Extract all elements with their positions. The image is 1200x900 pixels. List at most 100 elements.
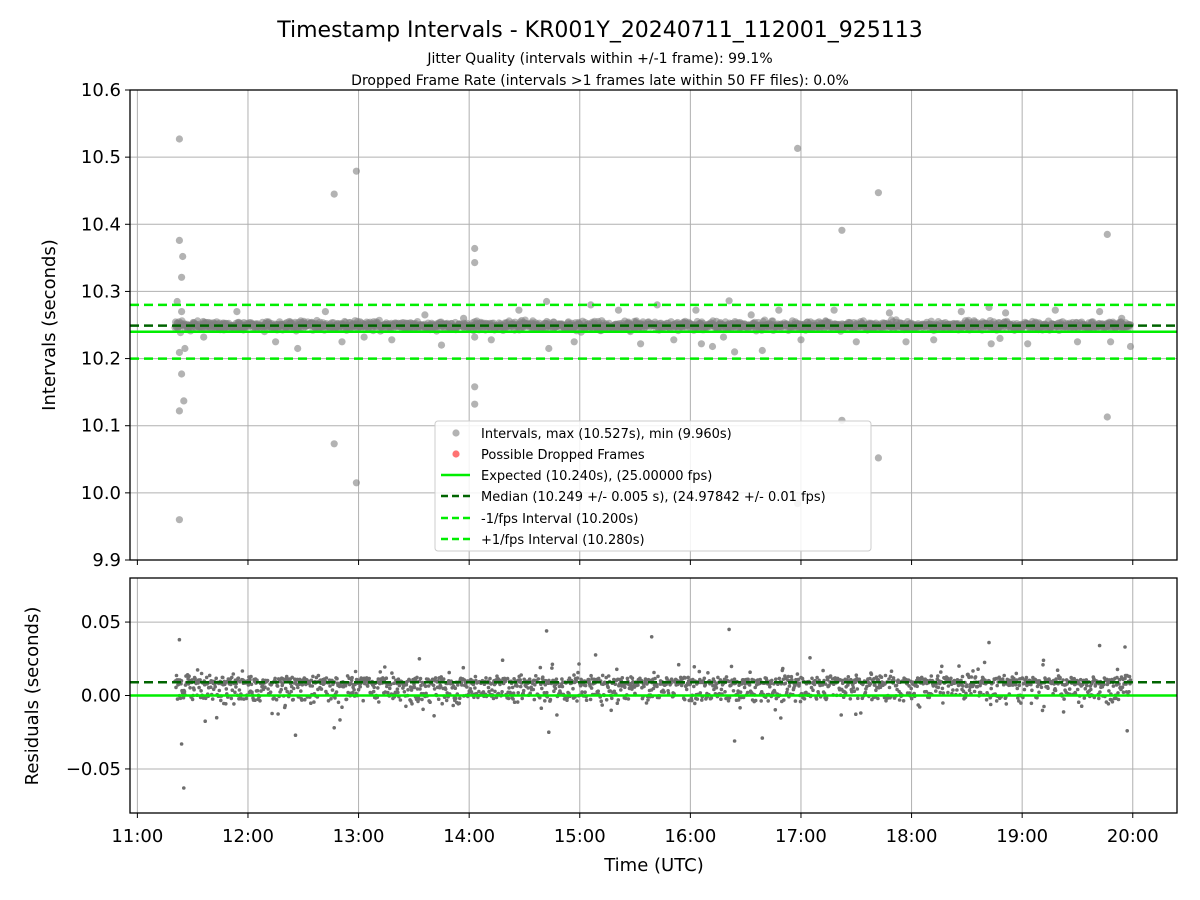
residual-point xyxy=(554,677,559,681)
residual-point xyxy=(652,670,656,675)
residual-point xyxy=(1116,691,1120,695)
residual-point xyxy=(319,687,324,691)
residual-point xyxy=(955,688,959,692)
intervals-plot-frame xyxy=(129,89,1178,561)
interval-outlier-point xyxy=(321,308,329,316)
residual-point xyxy=(625,676,630,681)
residual-point xyxy=(231,672,236,676)
residual-point xyxy=(240,669,245,673)
residual-point xyxy=(599,699,603,703)
residual-point xyxy=(484,676,488,680)
residual-point xyxy=(526,686,530,690)
residual-point xyxy=(266,687,270,691)
residual-point xyxy=(310,684,315,688)
residual-point xyxy=(1121,690,1126,695)
residual-point xyxy=(854,712,858,716)
residual-point xyxy=(719,697,723,701)
residual-point xyxy=(178,696,183,701)
residual-point xyxy=(461,665,466,670)
interval-outlier-point xyxy=(1073,338,1082,346)
residual-point xyxy=(839,713,843,717)
residuals-y-ticks: −0.05 0.00 0.05 xyxy=(66,612,130,780)
residual-point xyxy=(560,677,564,681)
residual-outlier-point xyxy=(332,726,337,730)
residual-point xyxy=(709,696,714,700)
interval-outlier-point xyxy=(471,383,479,391)
residual-point xyxy=(623,685,627,690)
residual-point xyxy=(706,671,710,675)
residual-point xyxy=(941,701,945,705)
residual-point xyxy=(924,689,929,694)
residual-point xyxy=(457,701,462,705)
residual-outlier-point xyxy=(649,635,654,639)
interval-outlier-point xyxy=(670,336,678,344)
residual-point xyxy=(965,683,969,687)
interval-outlier-point xyxy=(338,338,346,346)
residual-point xyxy=(915,684,919,689)
residual-point xyxy=(1058,675,1062,680)
residual-outlier-point xyxy=(177,637,182,642)
residual-point xyxy=(326,699,331,703)
residual-point xyxy=(197,685,201,690)
residual-point xyxy=(250,690,254,694)
residual-point xyxy=(1075,687,1080,692)
residual-point xyxy=(309,701,313,705)
x-tick-label: 18:00 xyxy=(886,826,938,847)
residual-point xyxy=(330,688,335,692)
residual-point xyxy=(828,674,833,678)
residual-point xyxy=(311,674,315,679)
residual-point xyxy=(1123,676,1127,681)
residual-point xyxy=(246,683,251,687)
residual-point xyxy=(284,674,289,679)
residual-point xyxy=(338,718,342,722)
residual-point xyxy=(469,690,474,694)
residual-point xyxy=(268,690,273,694)
residual-point xyxy=(604,698,609,702)
legend-label-plus-fps: +1/fps Interval (10.280s) xyxy=(481,533,645,548)
residual-point xyxy=(697,669,702,674)
residual-point xyxy=(421,707,425,712)
intervals-y-tick-label: 10.6 xyxy=(81,80,121,101)
residual-point xyxy=(536,677,541,681)
residual-point xyxy=(410,702,414,706)
interval-outlier-point xyxy=(1103,413,1111,421)
interval-outlier-point xyxy=(471,333,479,341)
residual-point xyxy=(936,685,941,690)
interval-outlier-point xyxy=(692,306,700,314)
residual-point xyxy=(275,684,280,688)
residual-point xyxy=(1037,690,1041,695)
residual-point xyxy=(396,690,400,695)
interval-outlier-point xyxy=(471,244,479,253)
chart-subtitle-jitter: Jitter Quality (intervals within +/-1 fr… xyxy=(426,51,772,67)
residual-point xyxy=(1098,690,1102,694)
residual-point xyxy=(879,675,884,679)
residual-point xyxy=(217,688,222,693)
residual-point xyxy=(367,676,372,681)
residual-point xyxy=(700,698,704,702)
interval-outlier-point xyxy=(352,479,360,487)
x-axis-label: Time (UTC) xyxy=(603,855,704,876)
interval-outlier-point xyxy=(437,341,446,349)
residual-point xyxy=(606,685,610,690)
residual-point xyxy=(797,681,802,686)
residual-point xyxy=(229,696,234,701)
residual-point xyxy=(187,674,191,678)
residual-point xyxy=(941,691,946,695)
residual-point xyxy=(1085,683,1089,688)
residual-point xyxy=(1061,710,1066,714)
residual-point xyxy=(418,687,422,691)
x-tick-label: 15:00 xyxy=(554,826,606,847)
residual-point xyxy=(957,664,961,668)
residual-point xyxy=(1062,697,1066,701)
residual-point xyxy=(853,680,858,684)
x-tick-label: 12:00 xyxy=(222,826,274,847)
residual-point xyxy=(723,690,727,694)
residual-point xyxy=(273,676,277,681)
residual-point xyxy=(759,699,763,703)
residual-point xyxy=(982,660,987,665)
interval-outlier-point xyxy=(388,336,396,344)
residual-point xyxy=(812,682,817,687)
residual-point xyxy=(769,681,773,685)
residual-point xyxy=(1076,700,1081,704)
residual-point xyxy=(324,676,329,680)
